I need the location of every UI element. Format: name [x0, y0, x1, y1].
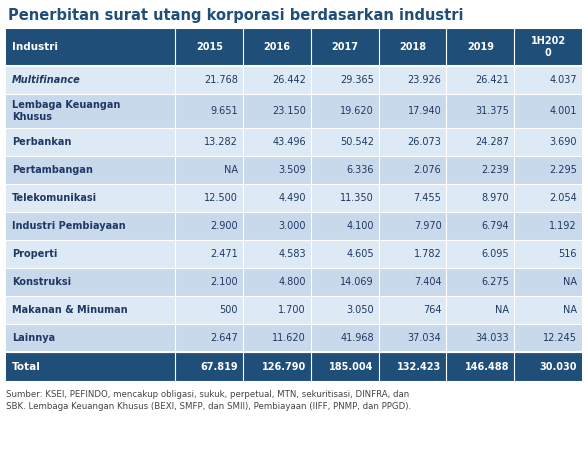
- Text: 3.509: 3.509: [278, 165, 306, 175]
- Text: 26.442: 26.442: [272, 75, 306, 85]
- Text: 4.037: 4.037: [549, 75, 577, 85]
- Text: 6.794: 6.794: [482, 221, 509, 231]
- Text: 43.496: 43.496: [272, 137, 306, 147]
- Text: 4.100: 4.100: [346, 221, 374, 231]
- Text: 17.940: 17.940: [407, 106, 442, 116]
- Text: 132.423: 132.423: [397, 362, 442, 372]
- Text: NA: NA: [495, 305, 509, 315]
- Text: Makanan & Minuman: Makanan & Minuman: [12, 305, 128, 315]
- Text: Konstruksi: Konstruksi: [12, 277, 71, 287]
- Text: 7.455: 7.455: [413, 193, 442, 203]
- Text: Pertambangan: Pertambangan: [12, 165, 93, 175]
- Text: 500: 500: [220, 305, 238, 315]
- Text: 31.375: 31.375: [475, 106, 509, 116]
- Text: 2.900: 2.900: [211, 221, 238, 231]
- Text: Perbankan: Perbankan: [12, 137, 71, 147]
- Text: Industri Pembiayaan: Industri Pembiayaan: [12, 221, 126, 231]
- Text: NA: NA: [224, 165, 238, 175]
- Bar: [6, 184, 582, 212]
- Bar: [6, 66, 582, 94]
- Text: 7.970: 7.970: [414, 221, 442, 231]
- Text: 1.782: 1.782: [414, 249, 442, 259]
- Text: 4.605: 4.605: [346, 249, 374, 259]
- Text: 2.239: 2.239: [482, 165, 509, 175]
- Text: 764: 764: [423, 305, 442, 315]
- Text: 23.926: 23.926: [407, 75, 442, 85]
- Text: 126.790: 126.790: [262, 362, 306, 372]
- Text: Properti: Properti: [12, 249, 58, 259]
- Text: 4.001: 4.001: [550, 106, 577, 116]
- Text: 12.500: 12.500: [204, 193, 238, 203]
- Text: 34.033: 34.033: [476, 333, 509, 343]
- Text: 1.700: 1.700: [278, 305, 306, 315]
- Text: 12.245: 12.245: [543, 333, 577, 343]
- Text: 2016: 2016: [263, 42, 290, 52]
- Text: 37.034: 37.034: [407, 333, 442, 343]
- Bar: [6, 324, 582, 352]
- Text: 14.069: 14.069: [340, 277, 374, 287]
- Text: 21.768: 21.768: [204, 75, 238, 85]
- Text: 30.030: 30.030: [540, 362, 577, 372]
- Text: 2018: 2018: [399, 42, 426, 52]
- Text: 2.100: 2.100: [211, 277, 238, 287]
- Text: 3.690: 3.690: [550, 137, 577, 147]
- Text: 19.620: 19.620: [340, 106, 374, 116]
- Text: 23.150: 23.150: [272, 106, 306, 116]
- Bar: [6, 296, 582, 324]
- Text: Sumber: KSEI, PEFINDO, mencakup obligasi, sukuk, perpetual, MTN, sekuritisasi, D: Sumber: KSEI, PEFINDO, mencakup obligasi…: [6, 390, 411, 411]
- Text: 2019: 2019: [467, 42, 494, 52]
- Text: Penerbitan surat utang korporasi berdasarkan industri: Penerbitan surat utang korporasi berdasa…: [8, 8, 463, 23]
- Text: 2.054: 2.054: [549, 193, 577, 203]
- Text: Total: Total: [12, 362, 41, 372]
- Text: 2017: 2017: [331, 42, 358, 52]
- Text: Telekomunikasi: Telekomunikasi: [12, 193, 97, 203]
- Text: 41.968: 41.968: [340, 333, 374, 343]
- Text: 185.004: 185.004: [329, 362, 374, 372]
- Text: Multifinance: Multifinance: [12, 75, 81, 85]
- Text: 11.350: 11.350: [340, 193, 374, 203]
- Bar: [6, 268, 582, 296]
- Text: 3.000: 3.000: [279, 221, 306, 231]
- Text: Lainnya: Lainnya: [12, 333, 55, 343]
- Text: Lembaga Keuangan
Khusus: Lembaga Keuangan Khusus: [12, 100, 121, 122]
- Text: Industri: Industri: [12, 42, 58, 52]
- Text: 29.365: 29.365: [340, 75, 374, 85]
- Text: 2.076: 2.076: [414, 165, 442, 175]
- Bar: [6, 28, 582, 66]
- Text: 1.192: 1.192: [549, 221, 577, 231]
- Text: 6.095: 6.095: [482, 249, 509, 259]
- Bar: [6, 352, 582, 382]
- Text: 1H202
0: 1H202 0: [530, 36, 566, 58]
- Text: 9.651: 9.651: [211, 106, 238, 116]
- Text: 4.583: 4.583: [278, 249, 306, 259]
- Text: 7.404: 7.404: [414, 277, 442, 287]
- Text: 26.073: 26.073: [407, 137, 442, 147]
- Text: 516: 516: [559, 249, 577, 259]
- Text: 50.542: 50.542: [340, 137, 374, 147]
- Text: 6.336: 6.336: [346, 165, 374, 175]
- Text: 146.488: 146.488: [465, 362, 509, 372]
- Bar: [6, 128, 582, 156]
- Text: 13.282: 13.282: [204, 137, 238, 147]
- Text: 67.819: 67.819: [201, 362, 238, 372]
- Bar: [6, 212, 582, 240]
- Text: NA: NA: [563, 305, 577, 315]
- Text: 3.050: 3.050: [346, 305, 374, 315]
- Text: 4.800: 4.800: [279, 277, 306, 287]
- Text: NA: NA: [563, 277, 577, 287]
- Text: 6.275: 6.275: [482, 277, 509, 287]
- Text: 2.647: 2.647: [211, 333, 238, 343]
- Bar: [6, 240, 582, 268]
- Text: 2.471: 2.471: [211, 249, 238, 259]
- Text: 11.620: 11.620: [272, 333, 306, 343]
- Text: 26.421: 26.421: [475, 75, 509, 85]
- Text: 2015: 2015: [196, 42, 223, 52]
- Bar: [6, 156, 582, 184]
- Text: 2.295: 2.295: [549, 165, 577, 175]
- Bar: [6, 94, 582, 128]
- Text: 4.490: 4.490: [279, 193, 306, 203]
- Text: 8.970: 8.970: [482, 193, 509, 203]
- Text: 24.287: 24.287: [475, 137, 509, 147]
